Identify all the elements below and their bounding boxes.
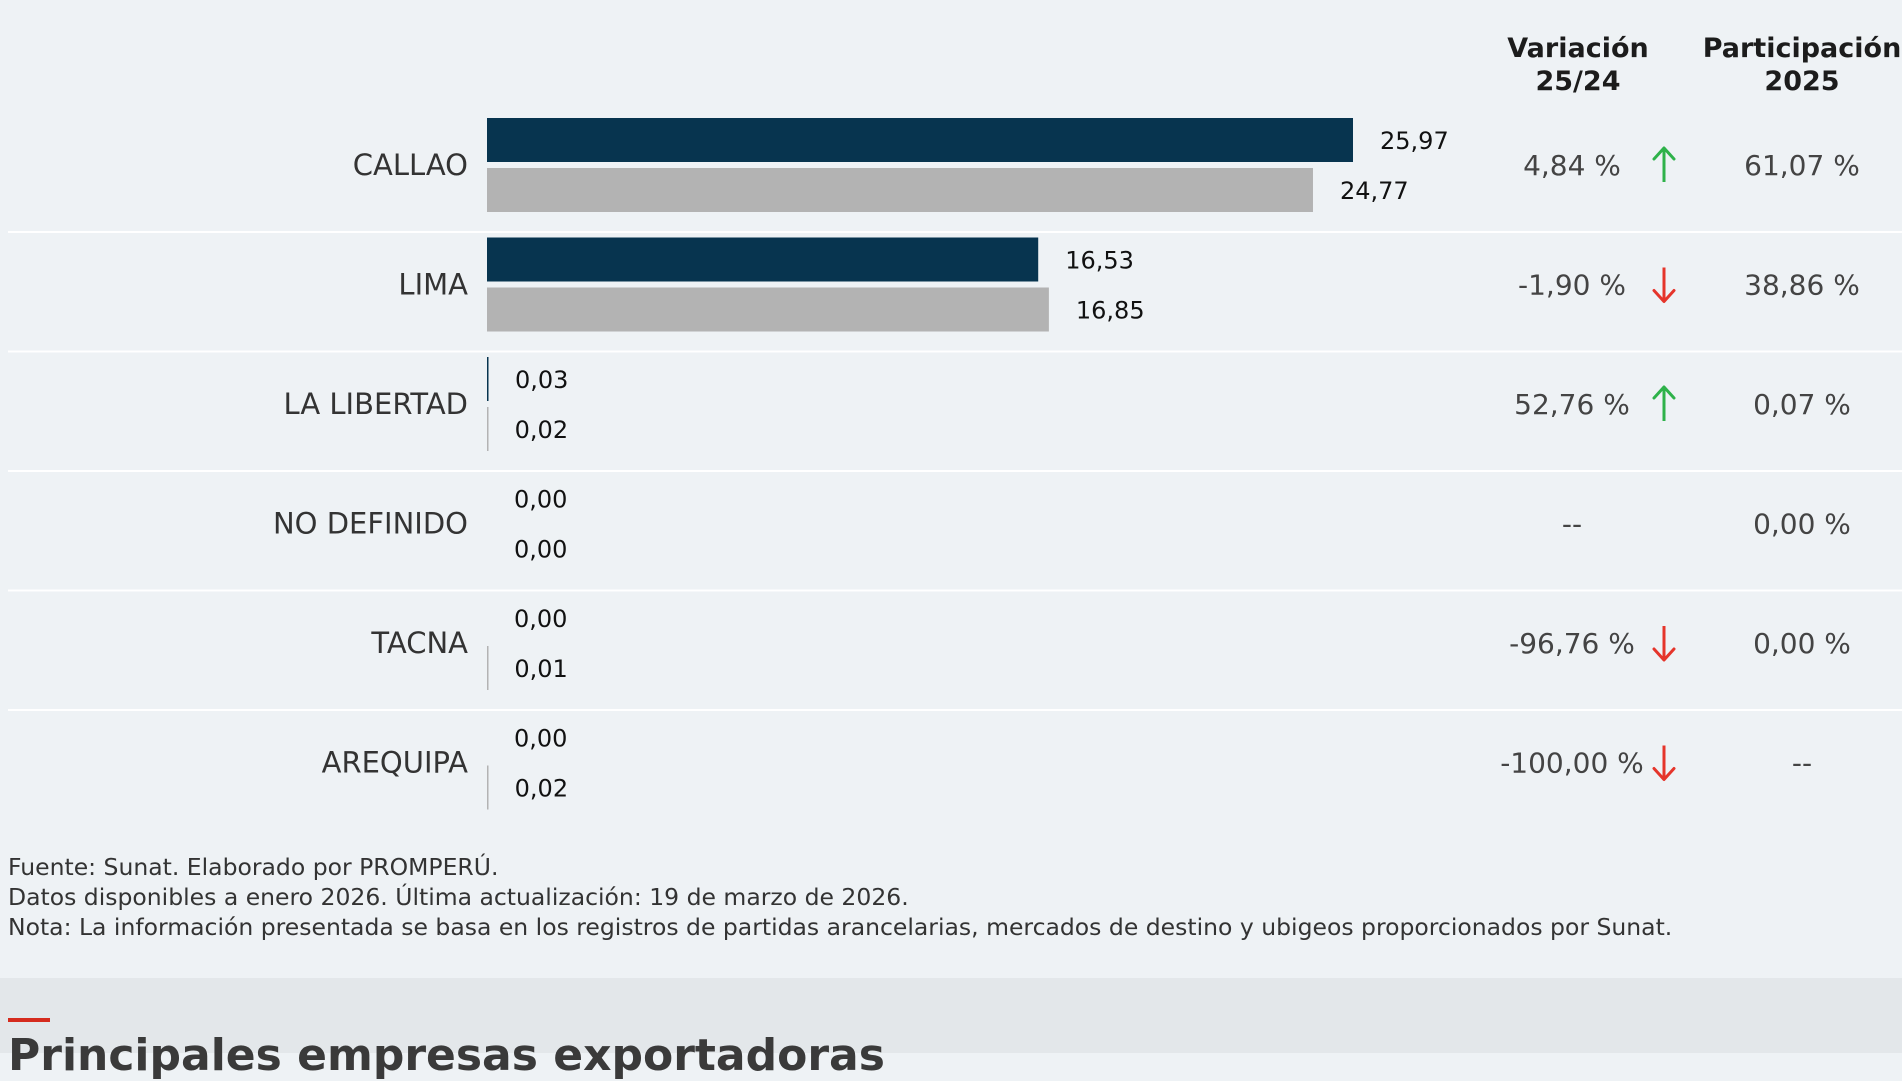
- variation-header-line2: 25/24: [1535, 66, 1621, 97]
- bar-value-label: 24,77: [1340, 177, 1409, 205]
- region-label: NO DEFINIDO: [273, 507, 468, 541]
- share-value: --: [1792, 747, 1812, 780]
- region-label: AREQUIPA: [322, 746, 469, 780]
- variation-value: -100,00 %: [1500, 747, 1644, 780]
- bar-value-label: 0,01: [514, 655, 567, 683]
- bar-value-label: 16,53: [1065, 247, 1134, 275]
- source-note: Fuente: Sunat. Elaborado por PROMPERÚ.: [8, 853, 499, 881]
- data-availability-note: Datos disponibles a enero 2026. Última a…: [8, 883, 909, 911]
- regions-bar-chart: CALLAO 25,97 24,77 4,84 % 61,07 % LIMA 16,53 16…: [8, 118, 1902, 810]
- bar-value-label: 0,00: [514, 605, 567, 633]
- bar-value-label: 0,00: [514, 536, 567, 564]
- share-header-line1: Participación: [1702, 33, 1902, 64]
- region-label: LIMA: [398, 268, 468, 302]
- next-section-band: [0, 978, 1902, 1053]
- share-value: 0,00 %: [1753, 508, 1851, 541]
- arrow-down-icon: [1652, 267, 1676, 303]
- chart-footer: Fuente: Sunat. Elaborado por PROMPERÚ. D…: [8, 852, 1672, 942]
- share-header-line2: 2025: [1764, 66, 1840, 97]
- row-separator: [8, 231, 1902, 233]
- row-separator: [8, 709, 1902, 711]
- share-column-header: Participación 2025: [1697, 32, 1902, 98]
- row-separator: [8, 470, 1902, 472]
- variation-value: 4,84 %: [1523, 149, 1621, 182]
- variation-value: -96,76 %: [1509, 627, 1635, 660]
- variation-value: 52,76 %: [1514, 388, 1630, 421]
- methodology-note: Nota: La información presentada se basa …: [8, 913, 1673, 941]
- bar-value-label: 0,02: [515, 775, 568, 803]
- bar-2025: [487, 237, 1039, 282]
- arrow-up-icon: [1652, 146, 1676, 182]
- arrow-up-icon: [1652, 385, 1676, 421]
- bar-value-label: 0,00: [514, 725, 567, 753]
- bar-2025: [487, 357, 489, 401]
- variation-header-line1: Variación: [1507, 33, 1649, 64]
- row-separator: [8, 350, 1902, 353]
- region-label: LA LIBERTAD: [284, 387, 468, 421]
- arrow-down-icon: [1652, 745, 1676, 781]
- bar-value-label: 25,97: [1380, 127, 1449, 155]
- bar-value-label: 0,00: [514, 486, 567, 514]
- bar-2025: [487, 118, 1353, 162]
- section-accent-bar: [8, 1018, 50, 1022]
- share-value: 38,86 %: [1744, 269, 1860, 302]
- bar-2024: [487, 287, 1049, 332]
- bar-2024: [487, 646, 489, 690]
- bar-value-label: 0,03: [515, 366, 568, 394]
- share-value: 0,00 %: [1753, 627, 1851, 660]
- region-label: CALLAO: [353, 148, 468, 182]
- variation-value: -1,90 %: [1518, 269, 1626, 302]
- bar-2024: [487, 765, 489, 810]
- share-value: 0,07 %: [1753, 388, 1851, 421]
- next-section-title: Principales empresas exportadoras: [8, 1030, 885, 1081]
- bar-value-label: 0,02: [515, 416, 568, 444]
- row-separator: [8, 589, 1902, 592]
- arrow-down-icon: [1652, 626, 1676, 662]
- share-value: 61,07 %: [1744, 149, 1860, 182]
- bar-2024: [487, 168, 1313, 212]
- variation-column-header: Variación 25/24: [1500, 32, 1656, 98]
- bar-value-label: 16,85: [1076, 297, 1145, 325]
- bar-2024: [487, 407, 489, 451]
- variation-value: --: [1562, 508, 1582, 541]
- region-label: TACNA: [370, 626, 468, 660]
